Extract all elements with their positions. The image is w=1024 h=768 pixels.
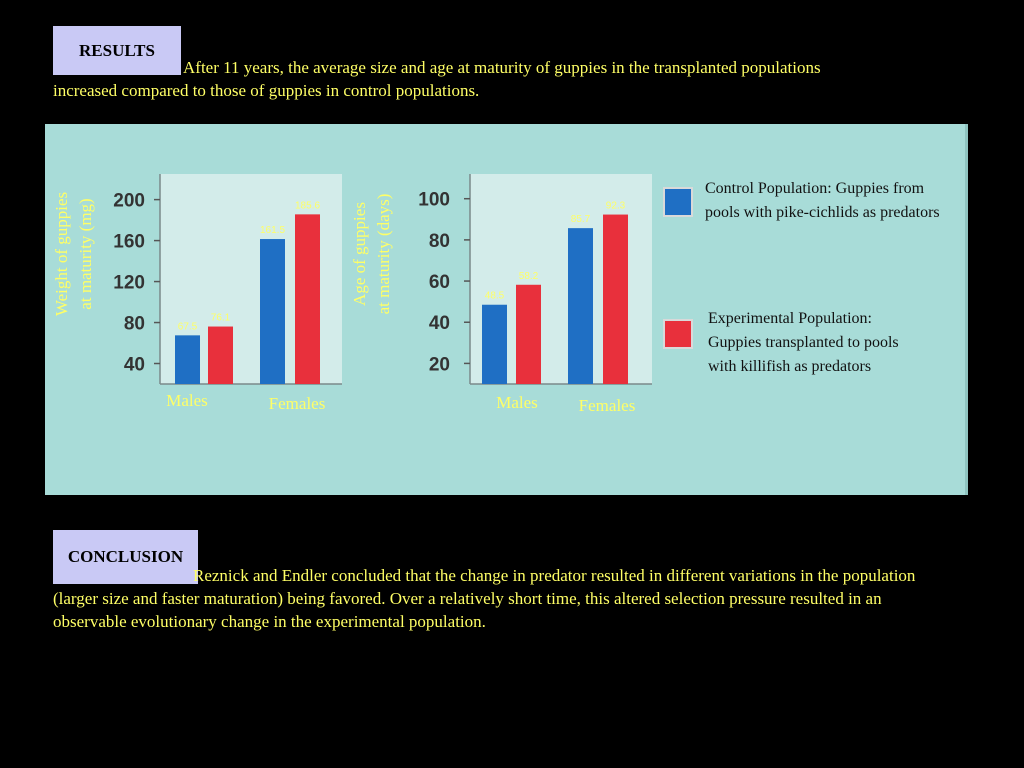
bar-control-males	[175, 335, 200, 384]
legend-text-control: Control Population: Guppies from pools w…	[705, 180, 940, 221]
bar-experimental-females	[603, 214, 628, 384]
results-text: After 11 years, the average size and age…	[53, 58, 821, 100]
legend-swatch-experimental	[663, 319, 693, 349]
x-category-label: Females	[269, 394, 326, 413]
y-tick-label: 200	[113, 191, 145, 212]
conclusion-label: CONCLUSION	[53, 530, 198, 584]
y-tick-label: 80	[429, 231, 450, 252]
figure-panel: 40 80 120 160 200 Weight of guppies at maturit…	[45, 124, 968, 495]
y-tick-label: 40	[429, 313, 450, 334]
data-label: 92.3	[606, 201, 626, 212]
x-category-label: Males	[166, 391, 208, 410]
x-category-label: Females	[579, 396, 636, 415]
data-label: 76.1	[211, 313, 231, 324]
data-label: 85.7	[571, 214, 591, 225]
results-label: RESULTS	[53, 26, 181, 75]
bar-control-females	[568, 228, 593, 384]
y-tick-label: 40	[124, 355, 145, 376]
bar-experimental-females	[295, 214, 320, 384]
y-axis-label: Age of guppies at maturity (days)	[350, 194, 393, 315]
y-tick-label: 100	[418, 190, 450, 211]
y-tick-label: 60	[429, 272, 450, 293]
conclusion-text: Reznick and Endler concluded that the ch…	[53, 566, 916, 631]
bar-experimental-males	[516, 284, 541, 384]
x-category-label: Males	[496, 393, 538, 412]
bar-control-males	[482, 304, 507, 384]
y-tick-label: 120	[113, 273, 145, 294]
bar-control-females	[260, 239, 285, 384]
data-label: 67.5	[178, 321, 198, 332]
y-tick-label: 80	[124, 314, 145, 335]
legend-swatch-control	[663, 187, 693, 217]
legend-text-experimental: Experimental Population: Guppies transpl…	[708, 310, 899, 375]
y-tick-label: 20	[429, 354, 450, 375]
data-label: 161.5	[260, 225, 285, 236]
bar-charts: 40 80 120 160 200 Weight of guppies at maturit…	[52, 174, 652, 415]
data-label: 58.2	[519, 271, 539, 282]
data-label: 185.6	[295, 200, 320, 211]
bar-experimental-males	[208, 326, 233, 384]
y-axis-label: Weight of guppies at maturity (mg)	[52, 192, 95, 316]
y-tick-label: 160	[113, 232, 145, 253]
data-label: 48.5	[485, 291, 505, 302]
